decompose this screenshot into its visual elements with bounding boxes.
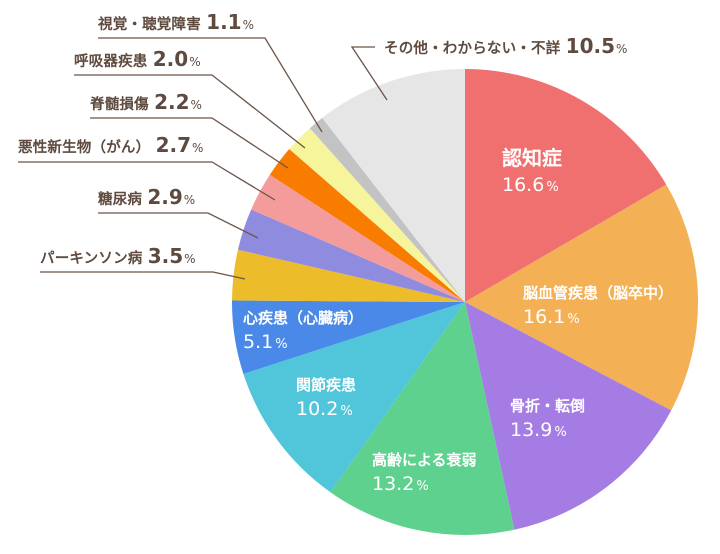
leader-line xyxy=(98,37,323,133)
slice-label: 高齢による衰弱 13.2% xyxy=(372,449,477,500)
leader-line xyxy=(98,212,259,239)
pie-slice xyxy=(465,302,672,530)
pie-slice xyxy=(237,209,465,302)
pie-slice xyxy=(269,149,465,302)
pie-slice xyxy=(251,174,465,302)
slice-label: その他・わからない・不詳 10.5% xyxy=(384,34,628,58)
slice-label-name: 心疾患（心臓病） xyxy=(243,309,364,327)
pie-slice xyxy=(322,68,465,302)
pie-slice xyxy=(309,117,465,302)
slice-label-value: 2.7 xyxy=(155,133,191,157)
pie-slices xyxy=(231,68,698,535)
leader-line xyxy=(90,117,289,169)
slice-label: 認知症 16.6% xyxy=(502,144,562,201)
slice-label-value: 16.6% xyxy=(502,174,559,196)
pie-slice xyxy=(231,300,465,374)
slice-label-name: 認知症 xyxy=(502,146,562,170)
slice-label: 悪性新生物（がん） 2.7% xyxy=(18,133,204,157)
slice-label-name: 関節疾患 xyxy=(296,376,357,394)
slice-label-value: 3.5 xyxy=(147,244,184,268)
slice-label-name: 高齢による衰弱 xyxy=(372,451,477,469)
slice-label-value: 10.2% xyxy=(296,398,353,420)
slice-label-name: 呼吸器疾患 xyxy=(74,54,153,70)
pie-slice xyxy=(243,302,465,493)
pie-slice xyxy=(465,184,698,411)
slice-label: 視覚・聴覚障害 1.1% xyxy=(98,10,255,34)
slice-label-name: 視覚・聴覚障害 xyxy=(98,17,207,33)
slice-label-value: 2.9 xyxy=(147,185,183,209)
slice-label: 関節疾患 10.2% xyxy=(296,374,356,425)
slice-label-name: その他・わからない・不詳 xyxy=(384,41,566,57)
slice-label: パーキンソン病 3.5% xyxy=(40,244,196,268)
pie-slice xyxy=(232,249,465,302)
slice-label-name: 糖尿病 xyxy=(98,192,148,208)
slice-label-value: 2.0 xyxy=(152,47,189,71)
slice-label: 脊髄損傷 2.2% xyxy=(90,90,203,114)
slice-label-value: 13.9% xyxy=(510,419,567,441)
slice-label-name: 骨折・転倒 xyxy=(510,397,586,415)
leader-line xyxy=(74,74,306,149)
slice-label: 糖尿病 2.9% xyxy=(98,185,196,209)
slice-label-name: 脊髄損傷 xyxy=(90,97,155,113)
slice-label-value: 13.2% xyxy=(372,473,429,495)
slice-label-value: 2.2 xyxy=(154,90,190,114)
leader-line xyxy=(18,161,276,201)
leader-lines xyxy=(18,37,388,280)
slice-label-value: 10.5 xyxy=(565,34,616,58)
leader-line xyxy=(40,271,246,280)
slice-label-value: 16.1% xyxy=(523,306,580,328)
slice-label: 心疾患（心臓病） 5.1% xyxy=(243,307,363,358)
slice-label-name: 脳血管疾患（脳卒中） xyxy=(523,284,674,302)
pie-slice xyxy=(289,128,465,302)
slice-label: 脳血管疾患（脳卒中） 16.1% xyxy=(523,282,673,333)
slice-label-value: 1.1 xyxy=(206,10,242,34)
leader-line xyxy=(350,46,388,101)
slice-label-name: パーキンソン病 xyxy=(40,251,148,267)
pie-slice xyxy=(330,302,515,535)
slice-label: 骨折・転倒 13.9% xyxy=(510,395,585,446)
slice-label: 呼吸器疾患 2.0% xyxy=(74,47,201,71)
slice-label-name: 悪性新生物（がん） xyxy=(18,140,156,156)
slice-label-value: 5.1% xyxy=(243,331,288,353)
pie-slice xyxy=(465,69,667,302)
